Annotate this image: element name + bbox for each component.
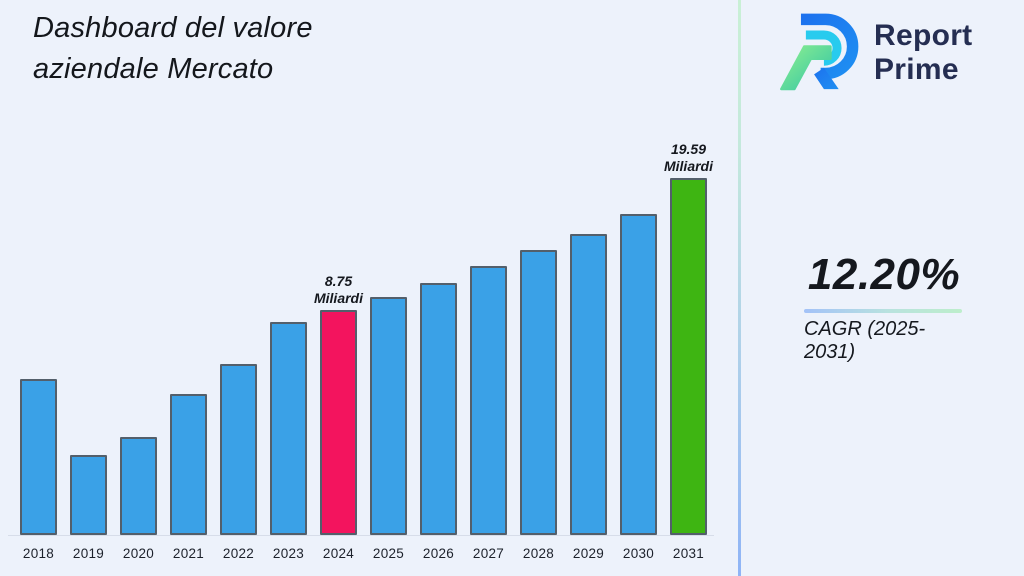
x-axis-tick-2030: 2030 <box>622 546 655 561</box>
x-axis-tick-2020: 2020 <box>122 546 155 561</box>
bar-2020: 2020 <box>120 437 157 561</box>
page-title: Dashboard del valore aziendale Mercato <box>33 8 313 90</box>
x-axis-tick-2028: 2028 <box>522 546 555 561</box>
x-axis-tick-2023: 2023 <box>272 546 305 561</box>
bar-chart: 2018 2019 2020 2021 2022 2023 8.75 Miliardi 202… <box>20 141 713 561</box>
bar-2025: 2025 <box>370 297 407 561</box>
x-axis-tick-2022: 2022 <box>222 546 255 561</box>
cagr-panel: 12.20% CAGR (2025-2031) <box>804 250 964 364</box>
x-axis-tick-2026: 2026 <box>422 546 455 561</box>
bar-2024: 8.75 Miliardi 2024 <box>314 273 363 561</box>
x-axis-baseline <box>8 535 714 536</box>
report-prime-logo-icon <box>780 13 859 91</box>
vertical-divider <box>738 0 741 576</box>
bar-value-label-2024: 8.75 Miliardi <box>313 273 363 306</box>
x-axis-tick-2021: 2021 <box>172 546 205 561</box>
x-axis-tick-2018: 2018 <box>22 546 55 561</box>
report-prime-logo: Report Prime <box>778 10 972 96</box>
cagr-label: CAGR (2025-2031) <box>804 318 926 363</box>
bar-2027: 2027 <box>470 266 507 561</box>
cagr-value: 12.20% <box>807 250 961 299</box>
bar-2030: 2030 <box>620 214 657 561</box>
page-title-line-1: Dashboard del valore <box>33 12 313 44</box>
bar-2023: 2023 <box>270 322 307 561</box>
logo-text-prime: Prime <box>874 53 959 86</box>
cagr-underline <box>804 309 962 313</box>
bar-2019: 2019 <box>70 455 107 561</box>
report-prime-logo-text: Report Prime <box>874 19 972 87</box>
x-axis-tick-2025: 2025 <box>372 546 405 561</box>
bar-2021: 2021 <box>170 394 207 561</box>
bar-2028: 2028 <box>520 250 557 561</box>
bar-2029: 2029 <box>570 234 607 561</box>
x-axis-tick-2027: 2027 <box>472 546 505 561</box>
bar-2018: 2018 <box>20 379 57 561</box>
x-axis-tick-2029: 2029 <box>572 546 605 561</box>
bar-2026: 2026 <box>420 283 457 561</box>
bar-2022: 2022 <box>220 364 257 561</box>
x-axis-tick-2019: 2019 <box>72 546 105 561</box>
bar-2031: 19.59 Miliardi 2031 <box>664 141 713 561</box>
bar-value-label-2031: 19.59 Miliardi <box>663 141 713 174</box>
x-axis-tick-2031: 2031 <box>672 546 705 561</box>
x-axis-tick-2024: 2024 <box>322 546 355 561</box>
page-title-line-2: aziendale Mercato <box>33 53 274 85</box>
logo-text-report: Report <box>874 19 973 52</box>
